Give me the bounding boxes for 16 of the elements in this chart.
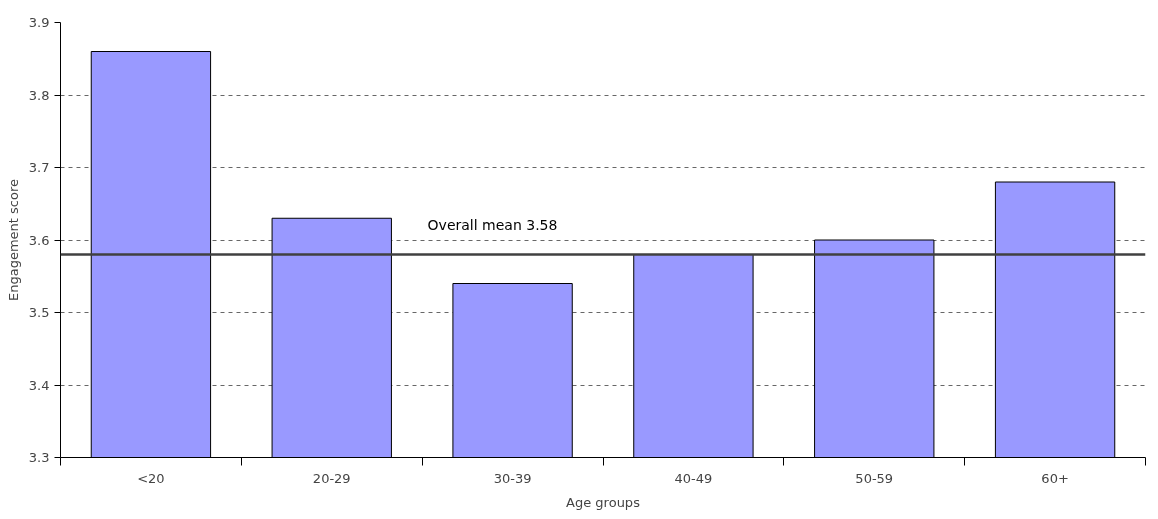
y-axis-title: Engagement score (5, 179, 21, 301)
x-tick-label: 30-39 (493, 470, 532, 486)
ref-line-label: Overall mean 3.58 (427, 216, 558, 233)
y-tick-label: 3.9 (28, 15, 50, 30)
x-tick-label: 50-59 (855, 470, 894, 486)
x-tick-label: 60+ (1041, 470, 1069, 486)
y-tick-label: 3.8 (28, 87, 50, 103)
x-tick-label: <20 (137, 470, 165, 486)
y-tick-label: 3.4 (28, 377, 50, 393)
x-tick-label: 20-29 (312, 470, 351, 486)
y-tick-label: 3.3 (28, 450, 50, 465)
y-tick-label: 3.6 (28, 232, 50, 248)
x-tick-label: 40-49 (674, 470, 713, 486)
y-tick-label: 3.7 (28, 160, 50, 175)
y-tick-label: 3.5 (28, 305, 50, 320)
x-axis-title: Age groups (566, 494, 641, 510)
